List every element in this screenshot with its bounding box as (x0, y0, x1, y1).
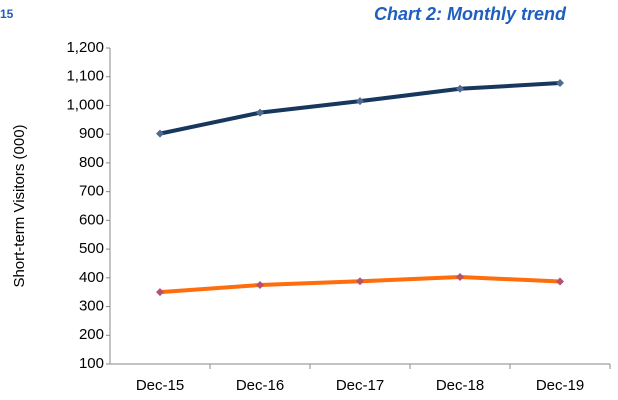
y-tick-label: 900 (79, 125, 104, 142)
chart-title: Chart 2: Monthly trend (374, 4, 567, 24)
data-point (256, 281, 264, 289)
data-point (156, 129, 164, 138)
data-point (156, 288, 164, 297)
y-tick-label: 800 (79, 154, 104, 171)
y-tick-label: 300 (79, 298, 104, 315)
data-point (456, 84, 464, 93)
y-tick-label: 1,100 (66, 68, 104, 85)
y-tick-label: 1,200 (66, 39, 104, 56)
x-tick-label: Dec-19 (536, 377, 584, 394)
data-point (256, 108, 264, 117)
x-tick-label: Dec-18 (436, 377, 484, 394)
data-point (356, 277, 364, 286)
data-point (556, 277, 564, 286)
x-tick-label: Dec-15 (136, 377, 184, 394)
data-point (456, 272, 464, 281)
y-tick-label: 700 (79, 183, 104, 200)
y-tick-label: 1,000 (66, 96, 104, 113)
y-tick-label: 500 (79, 240, 104, 257)
y-tick-label: 100 (79, 355, 104, 372)
y-axis-label: Short-term Visitors (000) (11, 124, 28, 287)
x-tick-label: Dec-16 (236, 377, 284, 394)
y-tick-label: 200 (79, 326, 104, 343)
header-fragment: 15 (0, 7, 14, 21)
series-line (159, 81, 561, 136)
x-tick-label: Dec-17 (336, 377, 384, 394)
y-tick-label: 400 (79, 269, 104, 286)
y-tick-label: 600 (79, 211, 104, 228)
data-point (556, 79, 564, 88)
data-point (356, 97, 364, 106)
